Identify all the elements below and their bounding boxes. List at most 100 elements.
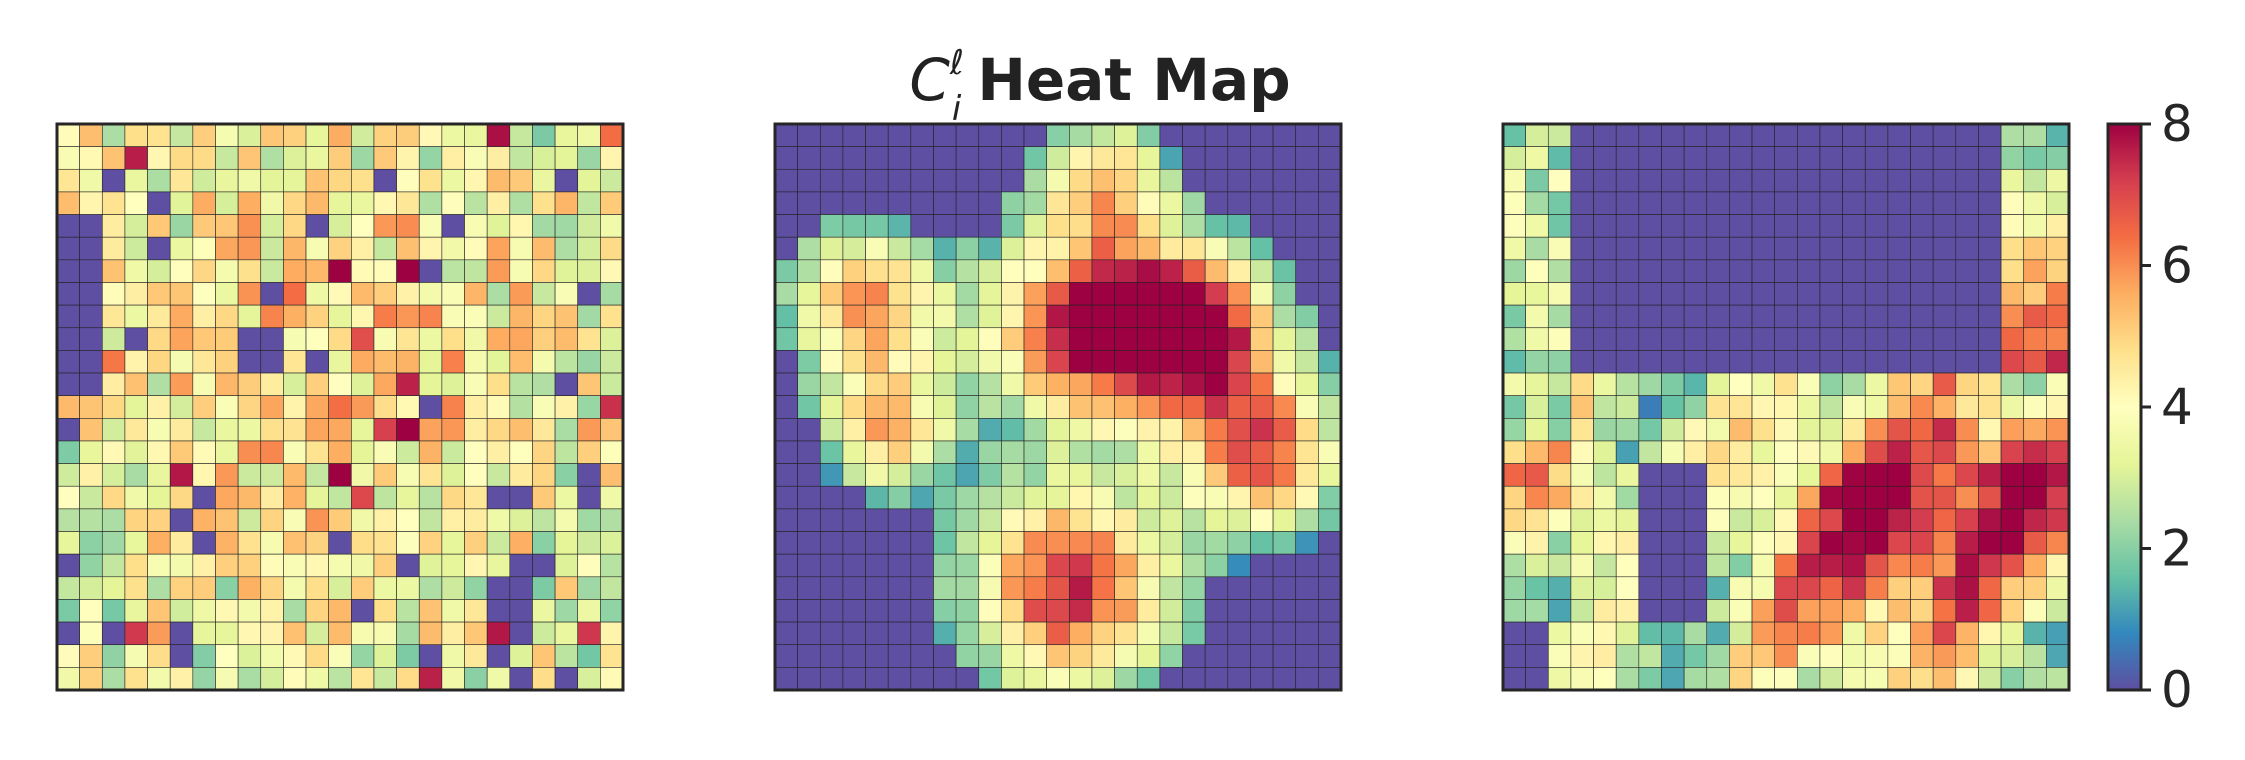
heatmap-cell (532, 327, 556, 351)
heatmap-cell (1864, 621, 1889, 646)
heatmap-cell (554, 236, 579, 261)
heatmap-cell (1593, 463, 1617, 487)
heatmap-cell (1864, 395, 1889, 419)
heatmap-cell (1661, 531, 1685, 555)
heatmap-cell (955, 599, 980, 623)
heatmap-cell (1502, 485, 1526, 510)
heatmap-cell (1729, 418, 1753, 442)
heatmap-cell (1729, 599, 1753, 623)
heatmap-cell (774, 621, 798, 646)
heatmap-cell (819, 123, 844, 147)
heatmap-cell (464, 531, 488, 555)
heatmap-cell (978, 350, 1002, 374)
heatmap-cell (1729, 259, 1753, 283)
heatmap-cell (509, 304, 533, 329)
heatmap-cell (577, 485, 601, 510)
heatmap-cell (887, 644, 912, 668)
heatmap-cell (955, 644, 980, 668)
heatmap-cell (1318, 236, 1342, 261)
heatmap-cell (1774, 282, 1798, 306)
heatmap-cell (1774, 508, 1798, 532)
heatmap-cell (819, 440, 844, 464)
heatmap-cell (1978, 508, 2002, 532)
heatmap-cell (554, 463, 579, 487)
heatmap-cell (1204, 531, 1229, 555)
heatmap-cell (124, 259, 148, 283)
heatmap-cell (1046, 282, 1070, 306)
heatmap-cell (933, 282, 957, 306)
heatmap-cell (1136, 395, 1161, 419)
heatmap-cell (1525, 350, 1549, 374)
heatmap-cell (1318, 553, 1342, 578)
heatmap-cell (797, 485, 821, 510)
heatmap-cell (554, 168, 579, 193)
heatmap-cell (1091, 327, 1115, 351)
heatmap-cell (1001, 236, 1025, 261)
heatmap-cell (2023, 327, 2047, 351)
heatmap-cell (1819, 350, 1843, 374)
heatmap-cell (910, 599, 934, 623)
heatmap-cell (1114, 463, 1138, 487)
heatmap-cell (1842, 304, 1866, 329)
heatmap-cell (396, 146, 420, 170)
heatmap-cell (577, 621, 601, 646)
heatmap-cell (192, 553, 216, 578)
heatmap-cell (373, 508, 397, 532)
heatmap-cell (486, 214, 511, 238)
heatmap-cell (1227, 508, 1251, 532)
heatmap-cell (910, 350, 934, 374)
heatmap-cell (1751, 304, 1775, 329)
heatmap-cell (955, 667, 980, 691)
heatmap-cell (464, 146, 488, 170)
heatmap-cell (1842, 463, 1866, 487)
heatmap-cell (1046, 327, 1070, 351)
heatmap-cell (1615, 191, 1640, 215)
heatmap-cell (1978, 372, 2002, 396)
heatmap-cell (237, 418, 262, 442)
heatmap-cell (1638, 350, 1662, 374)
heatmap-cell (1570, 621, 1594, 646)
heatmap-cell (1864, 214, 1889, 238)
heatmap-cell (1295, 304, 1319, 329)
heatmap-cell (1729, 395, 1753, 419)
heatmap-cell (1023, 259, 1047, 283)
heatmap-cell (486, 350, 511, 374)
heatmap-cell (797, 282, 821, 306)
heatmap-cell (2023, 599, 2047, 623)
heatmap-cell (305, 259, 329, 283)
heatmap-cell (910, 621, 934, 646)
heatmap-cell (1250, 418, 1274, 442)
heatmap-cell (1661, 168, 1685, 193)
heatmap-cell (1842, 372, 1866, 396)
heatmap-cell (1502, 531, 1526, 555)
heatmap-cell (351, 553, 375, 578)
heatmap-cell (1318, 485, 1342, 510)
heatmap-cell (1159, 576, 1183, 600)
heatmap-cell (910, 123, 934, 147)
heatmap-cell (2000, 395, 2025, 419)
heatmap-cell (819, 282, 844, 306)
heatmap-cell (1091, 440, 1115, 464)
heatmap-cell (1751, 123, 1775, 147)
heatmap-cell (260, 372, 284, 396)
heatmap-cell (79, 463, 103, 487)
heatmap-cell (260, 553, 284, 578)
heatmap-cell (260, 214, 284, 238)
heatmap-cell (1978, 304, 2002, 329)
heatmap-cell (2046, 395, 2070, 419)
heatmap-cell (2000, 123, 2025, 147)
heatmap-cell (554, 418, 579, 442)
heatmap-cell (1774, 146, 1798, 170)
heatmap-cell (1272, 463, 1297, 487)
heatmap-cell (1774, 304, 1798, 329)
heatmap-cell (237, 146, 262, 170)
heatmap-cell (1502, 576, 1526, 600)
heatmap-cell (910, 576, 934, 600)
heatmap-cell (797, 418, 821, 442)
heatmap-cell (464, 440, 488, 464)
heatmap-cell (577, 531, 601, 555)
heatmap-cell (1136, 282, 1161, 306)
heatmap-cell (101, 236, 126, 261)
heatmap-cell (955, 553, 980, 578)
heatmap-cell (1774, 553, 1798, 578)
